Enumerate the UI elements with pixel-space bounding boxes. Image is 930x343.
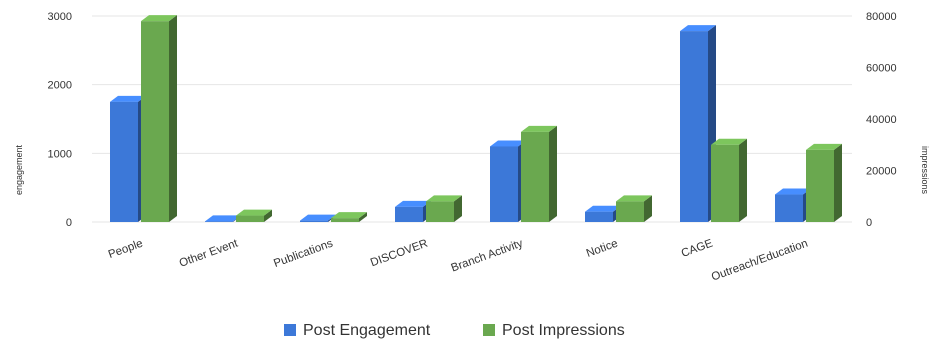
y-tick-right: 40000 — [866, 114, 897, 126]
y-axis-title-right: impressions — [920, 146, 930, 195]
y-tick-right: 80000 — [866, 11, 897, 23]
bar-post-impressions — [141, 15, 177, 223]
y-tick-left: 3000 — [48, 11, 72, 23]
y-tick-right: 60000 — [866, 63, 897, 75]
x-tick-label: CAGE — [680, 237, 715, 260]
y-tick-left: 0 — [66, 217, 72, 229]
y-tick-left: 2000 — [48, 80, 72, 92]
bar-post-engagement — [585, 205, 621, 222]
x-tick-label: People — [107, 238, 145, 262]
bar-post-impressions — [616, 195, 652, 222]
category-labels: People Other Event Publications DISCOVER Bra… — [107, 237, 810, 283]
bar-post-impressions — [806, 143, 842, 222]
legend-item: Post Impressions — [483, 322, 625, 339]
bar-post-impressions — [236, 209, 272, 222]
bar-post-impressions — [426, 195, 462, 222]
bar-post-impressions — [521, 125, 557, 222]
y-tick-right: 20000 — [866, 166, 897, 178]
x-tick-label: Notice — [585, 238, 620, 260]
y-tick-right: 0 — [866, 217, 872, 229]
legend-label: Post Impressions — [502, 322, 625, 339]
legend: Post Engagement Post Impressions — [284, 322, 625, 339]
bar-post-engagement — [490, 140, 526, 222]
x-tick-label: Outreach/Education — [710, 238, 810, 284]
y-axis-title-left: engagement — [14, 144, 24, 195]
bar-post-impressions — [711, 138, 747, 222]
bars — [110, 15, 842, 223]
x-tick-label: Branch Activity — [450, 237, 525, 274]
bar-post-engagement — [300, 214, 336, 222]
bar-post-engagement — [680, 25, 716, 223]
bar-post-engagement — [395, 200, 431, 222]
bar-post-engagement — [775, 188, 811, 222]
bar-post-impressions — [331, 212, 367, 222]
legend-label: Post Engagement — [303, 322, 431, 339]
x-tick-label: DISCOVER — [369, 238, 430, 270]
bar-post-engagement — [205, 215, 241, 222]
axis-ticks: 0 1000 2000 3000 0 20000 40000 60000 80000 — [48, 11, 897, 229]
y-tick-left: 1000 — [48, 148, 72, 160]
bar-post-engagement — [110, 95, 146, 222]
x-tick-label: Other Event — [178, 237, 241, 270]
legend-swatch — [284, 324, 296, 336]
legend-item: Post Engagement — [284, 322, 431, 339]
x-tick-label: Publications — [272, 237, 335, 270]
legend-swatch — [483, 324, 495, 336]
